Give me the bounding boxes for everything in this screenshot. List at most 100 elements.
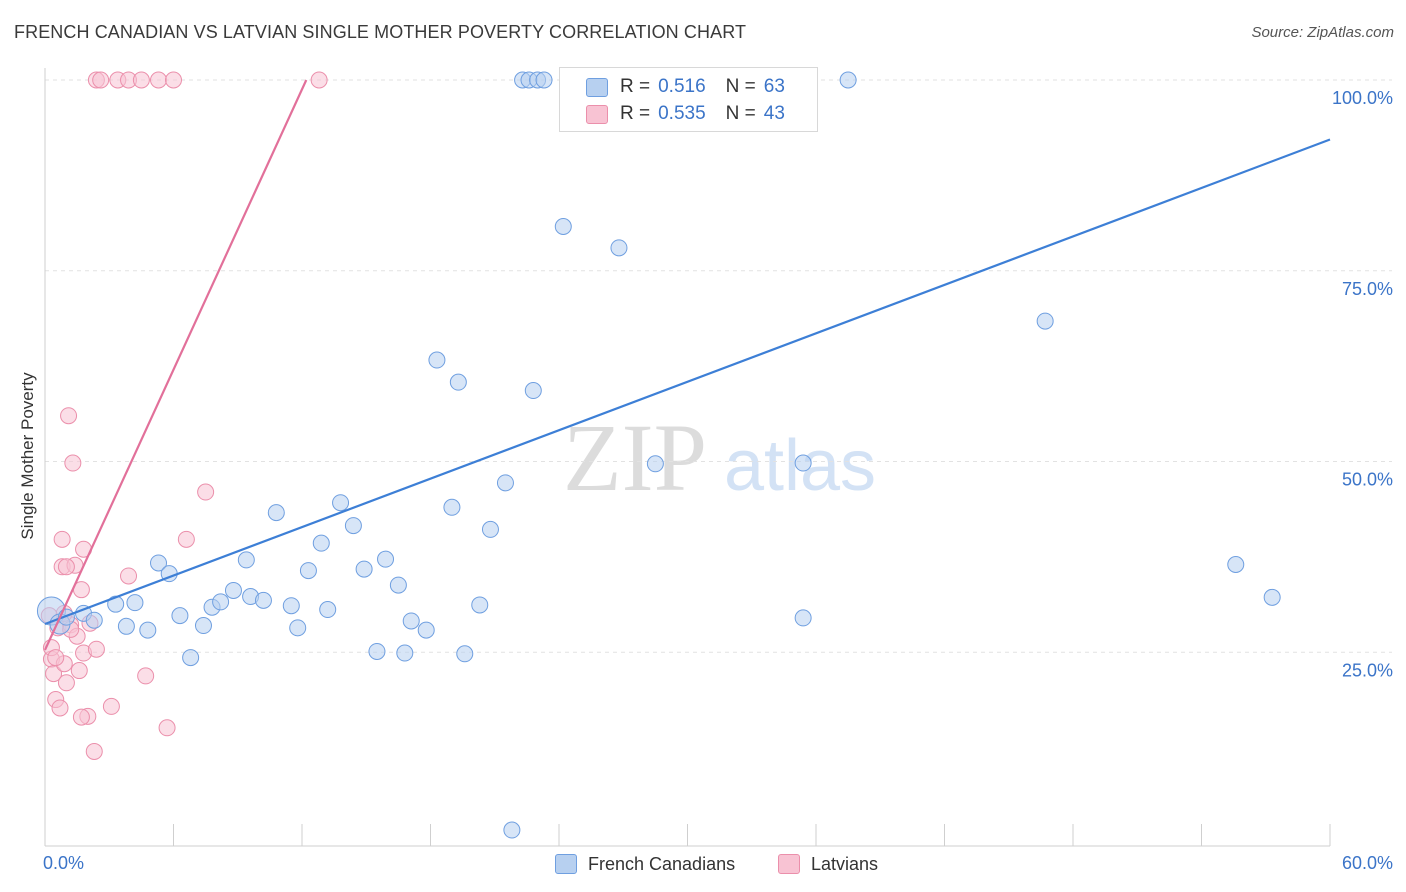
tick-labels: 25.0% 50.0% 75.0% 100.0% 0.0% 60.0% [43, 88, 1393, 873]
y-tick-label: 25.0% [1342, 660, 1393, 680]
point-french-canadians [554, 217, 572, 235]
legend-row-french-canadians: R = 0.516 N = 63 [586, 74, 785, 100]
x-tick-label: 60.0% [1342, 853, 1393, 873]
point-french-canadians [254, 591, 272, 609]
point-french-canadians [646, 455, 664, 473]
point-latvians [60, 407, 78, 425]
point-latvians [177, 530, 195, 548]
chart-title: FRENCH CANADIAN VS LATVIAN SINGLE MOTHER… [14, 22, 747, 42]
point-french-canadians [428, 351, 446, 369]
point-french-canadians [389, 576, 407, 594]
point-french-canadians [471, 596, 489, 614]
point-french-canadians [417, 621, 435, 639]
point-latvians [87, 640, 105, 658]
point-latvians [158, 719, 176, 737]
point-latvians [47, 649, 65, 667]
point-latvians [197, 483, 215, 501]
y-axis-label: Single Mother Poverty [18, 372, 37, 540]
y-tick-label: 50.0% [1342, 470, 1393, 490]
legend-n-label: N = [725, 76, 756, 97]
point-latvians [53, 530, 71, 548]
point-french-canadians [344, 517, 362, 535]
point-french-canadians [117, 617, 135, 635]
point-french-canadians [319, 601, 337, 619]
point-french-canadians [377, 550, 395, 568]
point-latvians [120, 567, 138, 585]
point-french-canadians [503, 821, 521, 839]
bottom-legend-label: Latvians [811, 853, 879, 874]
point-french-canadians [443, 498, 461, 516]
point-french-canadians [224, 581, 242, 599]
bottom-legend-latvians: Latvians [778, 852, 878, 876]
point-latvians [51, 699, 69, 717]
axes [44, 68, 1331, 847]
point-latvians [132, 71, 150, 89]
legend-n-label: N = [725, 103, 756, 124]
point-french-canadians [496, 474, 514, 492]
legend-swatch-pink [586, 104, 608, 124]
point-french-canadians [524, 382, 542, 400]
point-french-canadians [107, 595, 125, 613]
point-french-canadians [1263, 588, 1281, 606]
point-latvians [137, 667, 155, 685]
series-latvians [40, 71, 328, 760]
point-latvians [165, 71, 182, 89]
point-french-canadians [449, 373, 467, 391]
correlation-legend: R = 0.516 N = 63 R = 0.535 N = 43 [559, 67, 818, 132]
x-tick-label: 0.0% [43, 853, 84, 873]
point-french-canadians [332, 494, 350, 512]
point-french-canadians [1036, 312, 1054, 330]
point-french-canadians [282, 597, 300, 615]
point-latvians [85, 742, 103, 760]
trend-line-french-canadians [44, 138, 1331, 626]
point-french-canadians [139, 621, 157, 639]
bottom-legend-swatch-blue [555, 854, 577, 874]
point-latvians [102, 697, 120, 715]
trend-lines [44, 79, 1331, 651]
legend-n-value: 43 [763, 103, 785, 124]
point-french-canadians [456, 645, 474, 663]
legend-r-label: R = [620, 76, 651, 97]
point-latvians [310, 71, 328, 89]
point-french-canadians [237, 551, 255, 569]
point-french-canadians [368, 642, 386, 660]
y-tick-label: 100.0% [1332, 88, 1393, 108]
point-french-canadians [85, 611, 103, 629]
point-french-canadians [1227, 556, 1245, 574]
point-french-canadians [171, 607, 189, 625]
legend-swatch-blue [586, 77, 608, 97]
point-french-canadians [610, 239, 628, 257]
point-french-canadians [182, 649, 200, 667]
bottom-legend-label: French Canadians [588, 853, 736, 874]
y-tick-label: 75.0% [1342, 279, 1393, 299]
point-french-canadians [402, 612, 420, 630]
point-french-canadians [150, 554, 168, 572]
point-french-canadians [126, 594, 144, 612]
point-latvians [72, 708, 90, 726]
point-latvians [70, 662, 88, 680]
legend-r-label: R = [620, 103, 651, 124]
legend-n-value: 63 [763, 76, 785, 97]
point-french-canadians [267, 504, 285, 522]
point-french-canadians [481, 520, 499, 538]
point-french-canadians [794, 609, 812, 627]
legend-r-value: 0.535 [658, 103, 706, 124]
point-latvians [64, 454, 82, 472]
point-french-canadians [535, 71, 553, 89]
point-latvians [57, 674, 75, 692]
point-latvians [150, 71, 168, 89]
point-french-canadians [312, 534, 330, 552]
point-latvians [92, 71, 110, 89]
point-french-canadians [299, 562, 317, 580]
point-french-canadians [289, 619, 307, 637]
point-french-canadians [194, 617, 212, 635]
point-latvians [57, 558, 75, 576]
legend-row-latvians: R = 0.535 N = 43 [586, 101, 785, 127]
bottom-legend-swatch-pink [778, 854, 800, 874]
source-label: Source: ZipAtlas.com [1251, 24, 1394, 41]
legend-r-value: 0.516 [658, 76, 706, 97]
point-french-canadians [212, 593, 230, 611]
point-french-canadians [355, 560, 373, 578]
series-french-canadians [36, 71, 1281, 839]
